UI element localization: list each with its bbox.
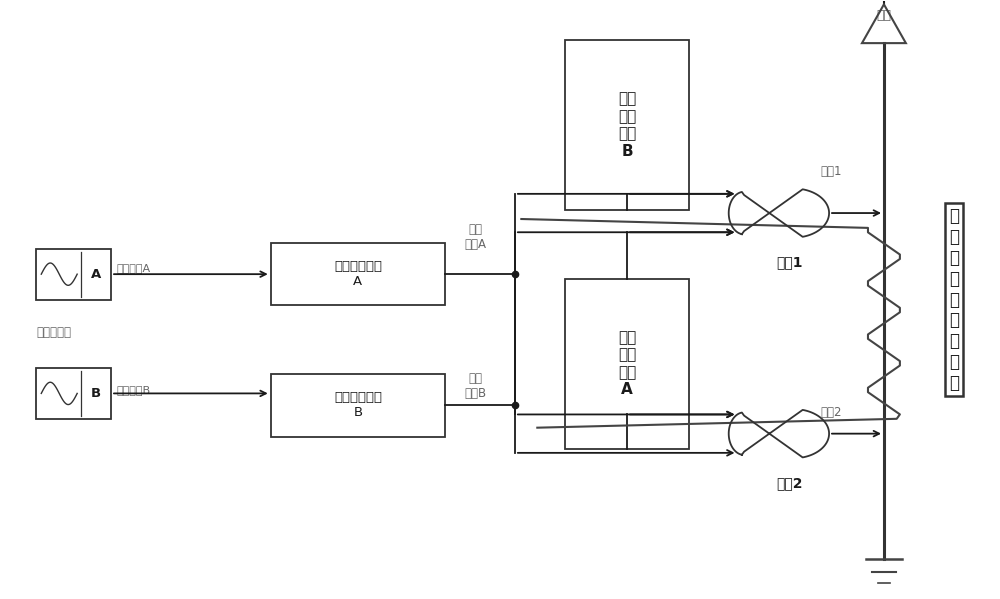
Text: 转速信号B: 转速信号B	[116, 385, 150, 395]
Text: 停
车
电
磁
阀
控
制
电
路: 停 车 电 磁 阀 控 制 电 路	[949, 207, 959, 392]
Text: 停车
信号A: 停车 信号A	[464, 223, 486, 251]
Bar	[271, 374, 445, 437]
Text: A: A	[91, 268, 101, 281]
Text: 软件
控制
模块
A: 软件 控制 模块 A	[618, 330, 636, 397]
Bar	[565, 40, 689, 210]
Text: 或门1: 或门1	[776, 255, 802, 269]
Text: 开关1: 开关1	[820, 165, 842, 178]
Text: 或门2: 或门2	[776, 476, 802, 490]
Text: 转速信号A: 转速信号A	[116, 264, 150, 274]
Polygon shape	[729, 189, 829, 237]
Text: 开关2: 开关2	[820, 406, 842, 419]
Bar	[271, 243, 445, 305]
Bar	[36, 368, 111, 419]
Text: B: B	[91, 387, 101, 400]
Text: 停车
信号B: 停车 信号B	[464, 372, 486, 400]
Text: 超转保护装置
B: 超转保护装置 B	[334, 391, 382, 419]
Text: 超转保护装置
A: 超转保护装置 A	[334, 260, 382, 288]
Polygon shape	[729, 410, 829, 458]
Text: 转速传感器: 转速传感器	[36, 326, 71, 339]
Bar	[36, 249, 111, 300]
Text: 软件
控制
模块
B: 软件 控制 模块 B	[618, 92, 636, 159]
Bar	[565, 279, 689, 449]
Text: 电源: 电源	[876, 9, 891, 22]
